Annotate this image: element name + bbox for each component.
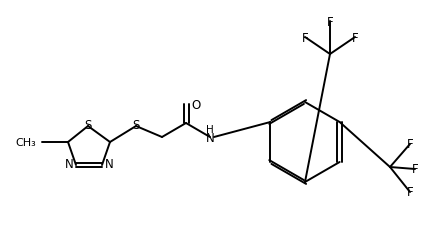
Text: F: F [412, 163, 418, 176]
Text: N: N [65, 158, 73, 171]
Text: N: N [206, 131, 214, 144]
Text: CH₃: CH₃ [15, 137, 36, 147]
Text: F: F [407, 138, 413, 151]
Text: O: O [191, 99, 200, 112]
Text: N: N [105, 158, 113, 171]
Text: F: F [352, 31, 358, 44]
Text: F: F [327, 16, 333, 28]
Text: F: F [302, 31, 308, 44]
Text: H: H [206, 124, 214, 134]
Text: F: F [407, 186, 413, 199]
Text: S: S [84, 119, 92, 131]
Text: S: S [132, 119, 140, 131]
